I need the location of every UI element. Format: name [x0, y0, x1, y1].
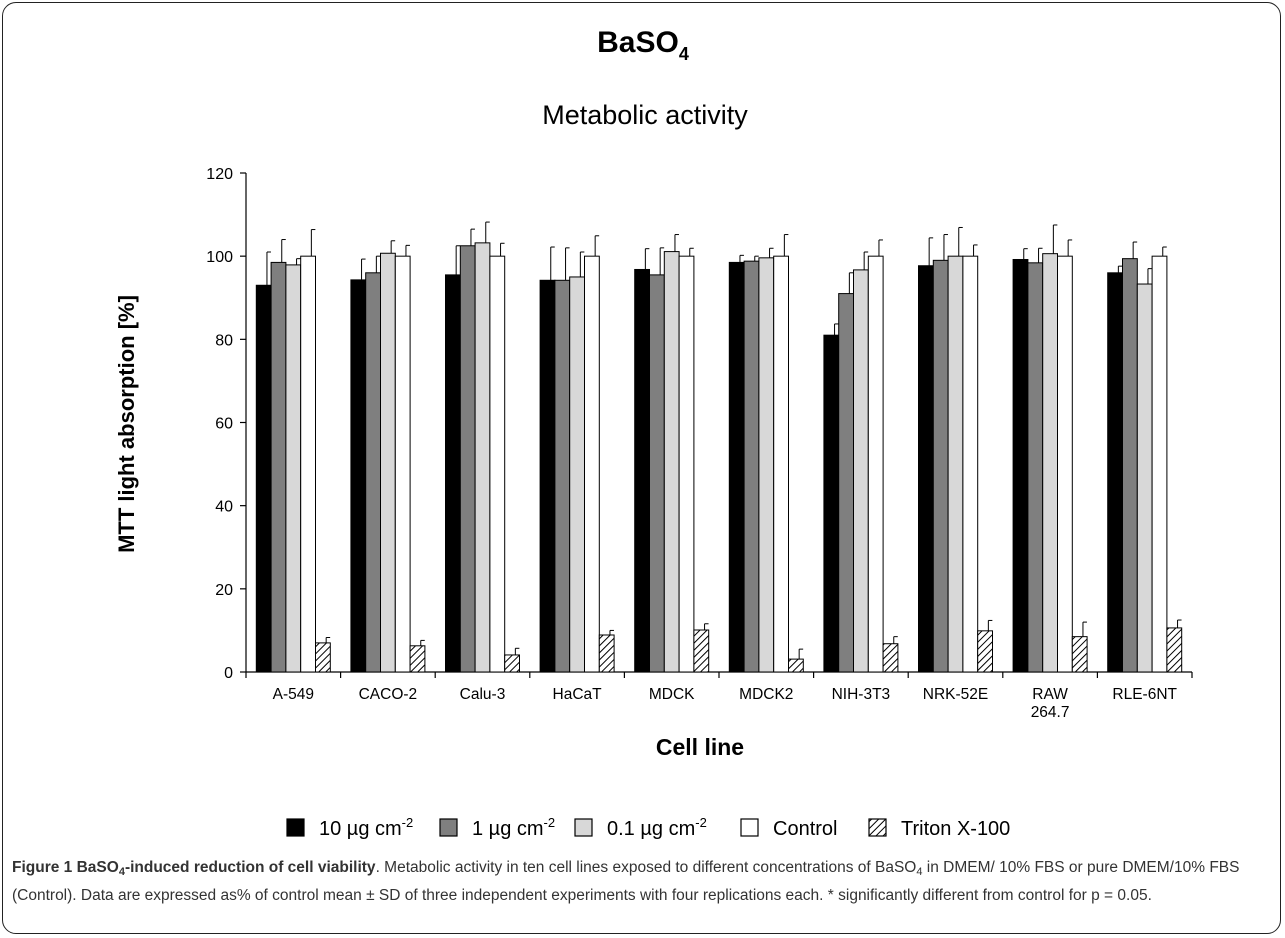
legend-label: 0.1 µg cm-2 — [607, 815, 707, 840]
bar — [867, 255, 884, 673]
bar — [539, 279, 556, 673]
bar — [1057, 255, 1073, 673]
x-tick-label: RAW 264.7 — [1031, 686, 1070, 721]
y-tick-label: 20 — [215, 582, 233, 599]
bar — [445, 274, 461, 673]
bar — [365, 272, 382, 673]
x-tick-label: RLE-6NT — [1112, 686, 1177, 703]
y-axis-label: MTT light absorption [%] — [114, 295, 139, 553]
y-tick-label: 100 — [206, 249, 233, 266]
x-tick-label: MDCK2 — [739, 686, 793, 703]
bar — [270, 261, 287, 673]
bar — [823, 334, 840, 673]
caption-text: . Metabolic activity in ten cell lines e… — [12, 859, 1240, 904]
bar — [678, 255, 695, 673]
bar — [584, 255, 600, 673]
bar — [758, 257, 775, 673]
x-tick-label: A-549 — [273, 686, 314, 703]
bar — [1042, 253, 1058, 673]
bar — [743, 260, 760, 673]
bar — [962, 255, 979, 673]
bar — [1166, 627, 1183, 673]
bar — [882, 643, 899, 673]
bar — [255, 284, 272, 673]
bar — [918, 265, 934, 673]
bar — [773, 255, 790, 673]
bar — [853, 269, 869, 673]
x-tick-label: MDCK — [649, 686, 695, 703]
y-tick-label: 120 — [206, 166, 233, 183]
caption-figure-label: Figure 1 — [12, 859, 73, 876]
bar — [394, 255, 411, 673]
legend-label: Control — [773, 818, 837, 840]
legend-label: Triton X-100 — [901, 818, 1010, 840]
x-tick-label: CACO-2 — [359, 686, 418, 703]
bar — [350, 279, 367, 673]
bar — [1151, 255, 1168, 673]
x-tick-label: NIH-3T3 — [832, 686, 891, 703]
bar — [459, 245, 476, 673]
bar — [977, 630, 994, 673]
y-tick-label: 0 — [224, 665, 233, 682]
legend-swatch — [868, 818, 887, 837]
x-tick-label: Calu-3 — [460, 686, 506, 703]
bar — [409, 645, 426, 673]
bar — [663, 251, 680, 673]
bar — [504, 654, 521, 673]
bar — [693, 629, 710, 673]
bar — [474, 242, 491, 673]
legend-swatch — [286, 818, 305, 837]
bar — [649, 274, 665, 673]
bar — [1136, 283, 1153, 673]
y-tick-label: 60 — [215, 416, 233, 433]
bar — [1071, 636, 1088, 673]
bar — [728, 261, 745, 673]
y-tick-label: 80 — [215, 332, 233, 349]
chart-subtitle: Metabolic activity — [542, 100, 748, 130]
x-tick-label: NRK-52E — [923, 686, 988, 703]
bar — [932, 259, 949, 673]
bar — [788, 658, 804, 673]
legend-swatch — [439, 818, 458, 837]
bar — [554, 279, 571, 673]
bar — [569, 276, 586, 673]
bar — [380, 252, 396, 673]
legend-label: 1 µg cm-2 — [472, 815, 555, 840]
bar — [285, 264, 302, 673]
legend-swatch — [740, 818, 759, 837]
bar — [489, 255, 506, 673]
legend-label: 10 µg cm-2 — [319, 815, 413, 840]
bar — [947, 255, 964, 673]
bar — [300, 255, 317, 673]
y-tick-label: 40 — [215, 499, 233, 516]
figure-caption: Figure 1 BaSO4-induced reduction of cell… — [12, 856, 1274, 907]
bar — [1107, 272, 1123, 673]
bar-chart: BaSO4 Metabolic activity MTT light absor… — [114, 26, 1193, 840]
bar — [315, 642, 331, 673]
bar — [1012, 258, 1029, 673]
bar — [1027, 262, 1044, 673]
bar — [1122, 258, 1138, 673]
bar — [838, 293, 855, 673]
x-axis-label: Cell line — [656, 734, 744, 760]
chart-title: BaSO4 — [597, 26, 689, 64]
x-tick-label: HaCaT — [553, 686, 603, 703]
bar — [634, 268, 651, 673]
caption-title: BaSO4-induced reduction of cell viabilit… — [72, 859, 376, 878]
bar — [598, 634, 615, 673]
legend-swatch — [574, 818, 593, 837]
